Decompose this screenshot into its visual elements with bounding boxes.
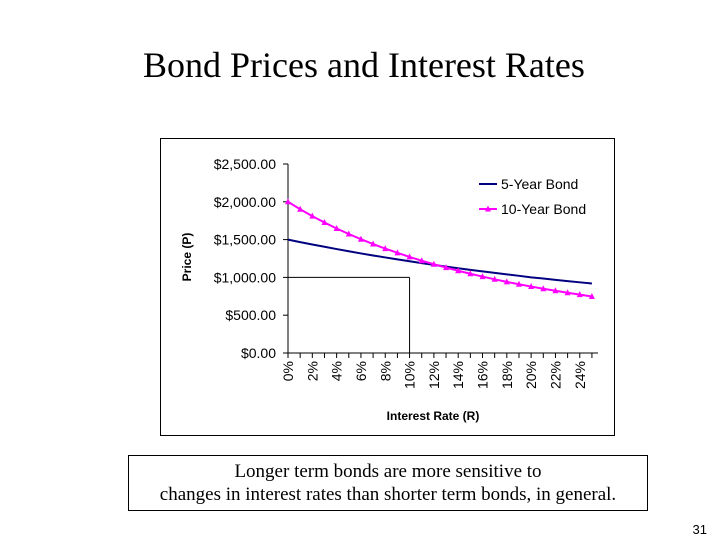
y-axis-title: Price (P) bbox=[180, 233, 194, 282]
data-point-marker bbox=[345, 230, 352, 237]
data-point-marker bbox=[443, 264, 450, 271]
data-point-marker bbox=[406, 253, 413, 260]
data-point-marker bbox=[321, 219, 328, 226]
chart-frame: $0.00 $500.00 $1,000.00 $1,500.00 $2,000.00 $… bbox=[160, 138, 615, 436]
y-tick-label: $2,000.00 bbox=[214, 194, 276, 210]
x-tick-label: 20% bbox=[523, 361, 539, 389]
data-point-marker bbox=[467, 270, 474, 277]
x-tick-label: 12% bbox=[426, 361, 442, 389]
note-line-2: changes in interest rates than shorter t… bbox=[159, 484, 617, 505]
data-point-marker bbox=[528, 283, 535, 290]
data-point-marker bbox=[309, 212, 316, 219]
x-tick-label: 8% bbox=[377, 361, 393, 381]
data-point-marker bbox=[285, 198, 291, 205]
x-tick-label: 16% bbox=[475, 361, 491, 389]
y-tick-label: $0.00 bbox=[241, 345, 276, 361]
bond-price-chart: $0.00 $500.00 $1,000.00 $1,500.00 $2,000.00 $… bbox=[180, 156, 598, 423]
x-tick-label: 4% bbox=[329, 361, 345, 381]
data-point-marker bbox=[552, 287, 559, 294]
x-tick-label: 2% bbox=[304, 361, 320, 381]
page-number: 31 bbox=[692, 522, 707, 537]
y-tick-label: $1,000.00 bbox=[214, 269, 276, 285]
x-tick-label: 22% bbox=[547, 361, 563, 389]
data-point-marker bbox=[418, 257, 425, 264]
data-point-marker bbox=[370, 240, 377, 247]
x-axis-title: Interest Rate (R) bbox=[387, 409, 480, 423]
legend-label-1: 5-Year Bond bbox=[501, 176, 578, 192]
x-tick-label: 10% bbox=[402, 361, 418, 389]
x-tick-label: 0% bbox=[280, 361, 296, 381]
data-point-marker bbox=[430, 260, 437, 267]
y-tick-label: $1,500.00 bbox=[214, 232, 276, 248]
data-point-marker bbox=[503, 278, 510, 285]
data-point-marker bbox=[297, 205, 304, 212]
data-point-marker bbox=[515, 280, 522, 287]
data-point-marker bbox=[564, 289, 571, 296]
y-tick-label: $2,500.00 bbox=[214, 156, 276, 172]
note-box: Longer term bonds are more sensitive to … bbox=[128, 455, 648, 511]
legend-label-2: 10-Year Bond bbox=[501, 201, 586, 217]
data-point-marker bbox=[394, 249, 401, 256]
data-point-marker bbox=[357, 235, 364, 242]
x-tick-label: 18% bbox=[499, 361, 515, 389]
note-line-1: Longer term bonds are more sensitive to bbox=[234, 461, 542, 482]
data-point-marker bbox=[382, 245, 389, 252]
data-point-marker bbox=[491, 275, 498, 282]
data-point-marker bbox=[588, 292, 595, 299]
data-point-marker bbox=[540, 285, 547, 292]
x-tick-label: 6% bbox=[353, 361, 369, 381]
data-point-marker bbox=[333, 224, 340, 231]
legend-marker bbox=[485, 205, 491, 212]
slide-title: Bond Prices and Interest Rates bbox=[143, 45, 585, 85]
data-point-marker bbox=[455, 267, 462, 274]
data-point-marker bbox=[479, 273, 486, 280]
x-tick-label: 14% bbox=[450, 361, 466, 389]
x-tick-label: 24% bbox=[572, 361, 588, 389]
y-tick-label: $500.00 bbox=[225, 307, 276, 323]
data-point-marker bbox=[576, 291, 583, 298]
